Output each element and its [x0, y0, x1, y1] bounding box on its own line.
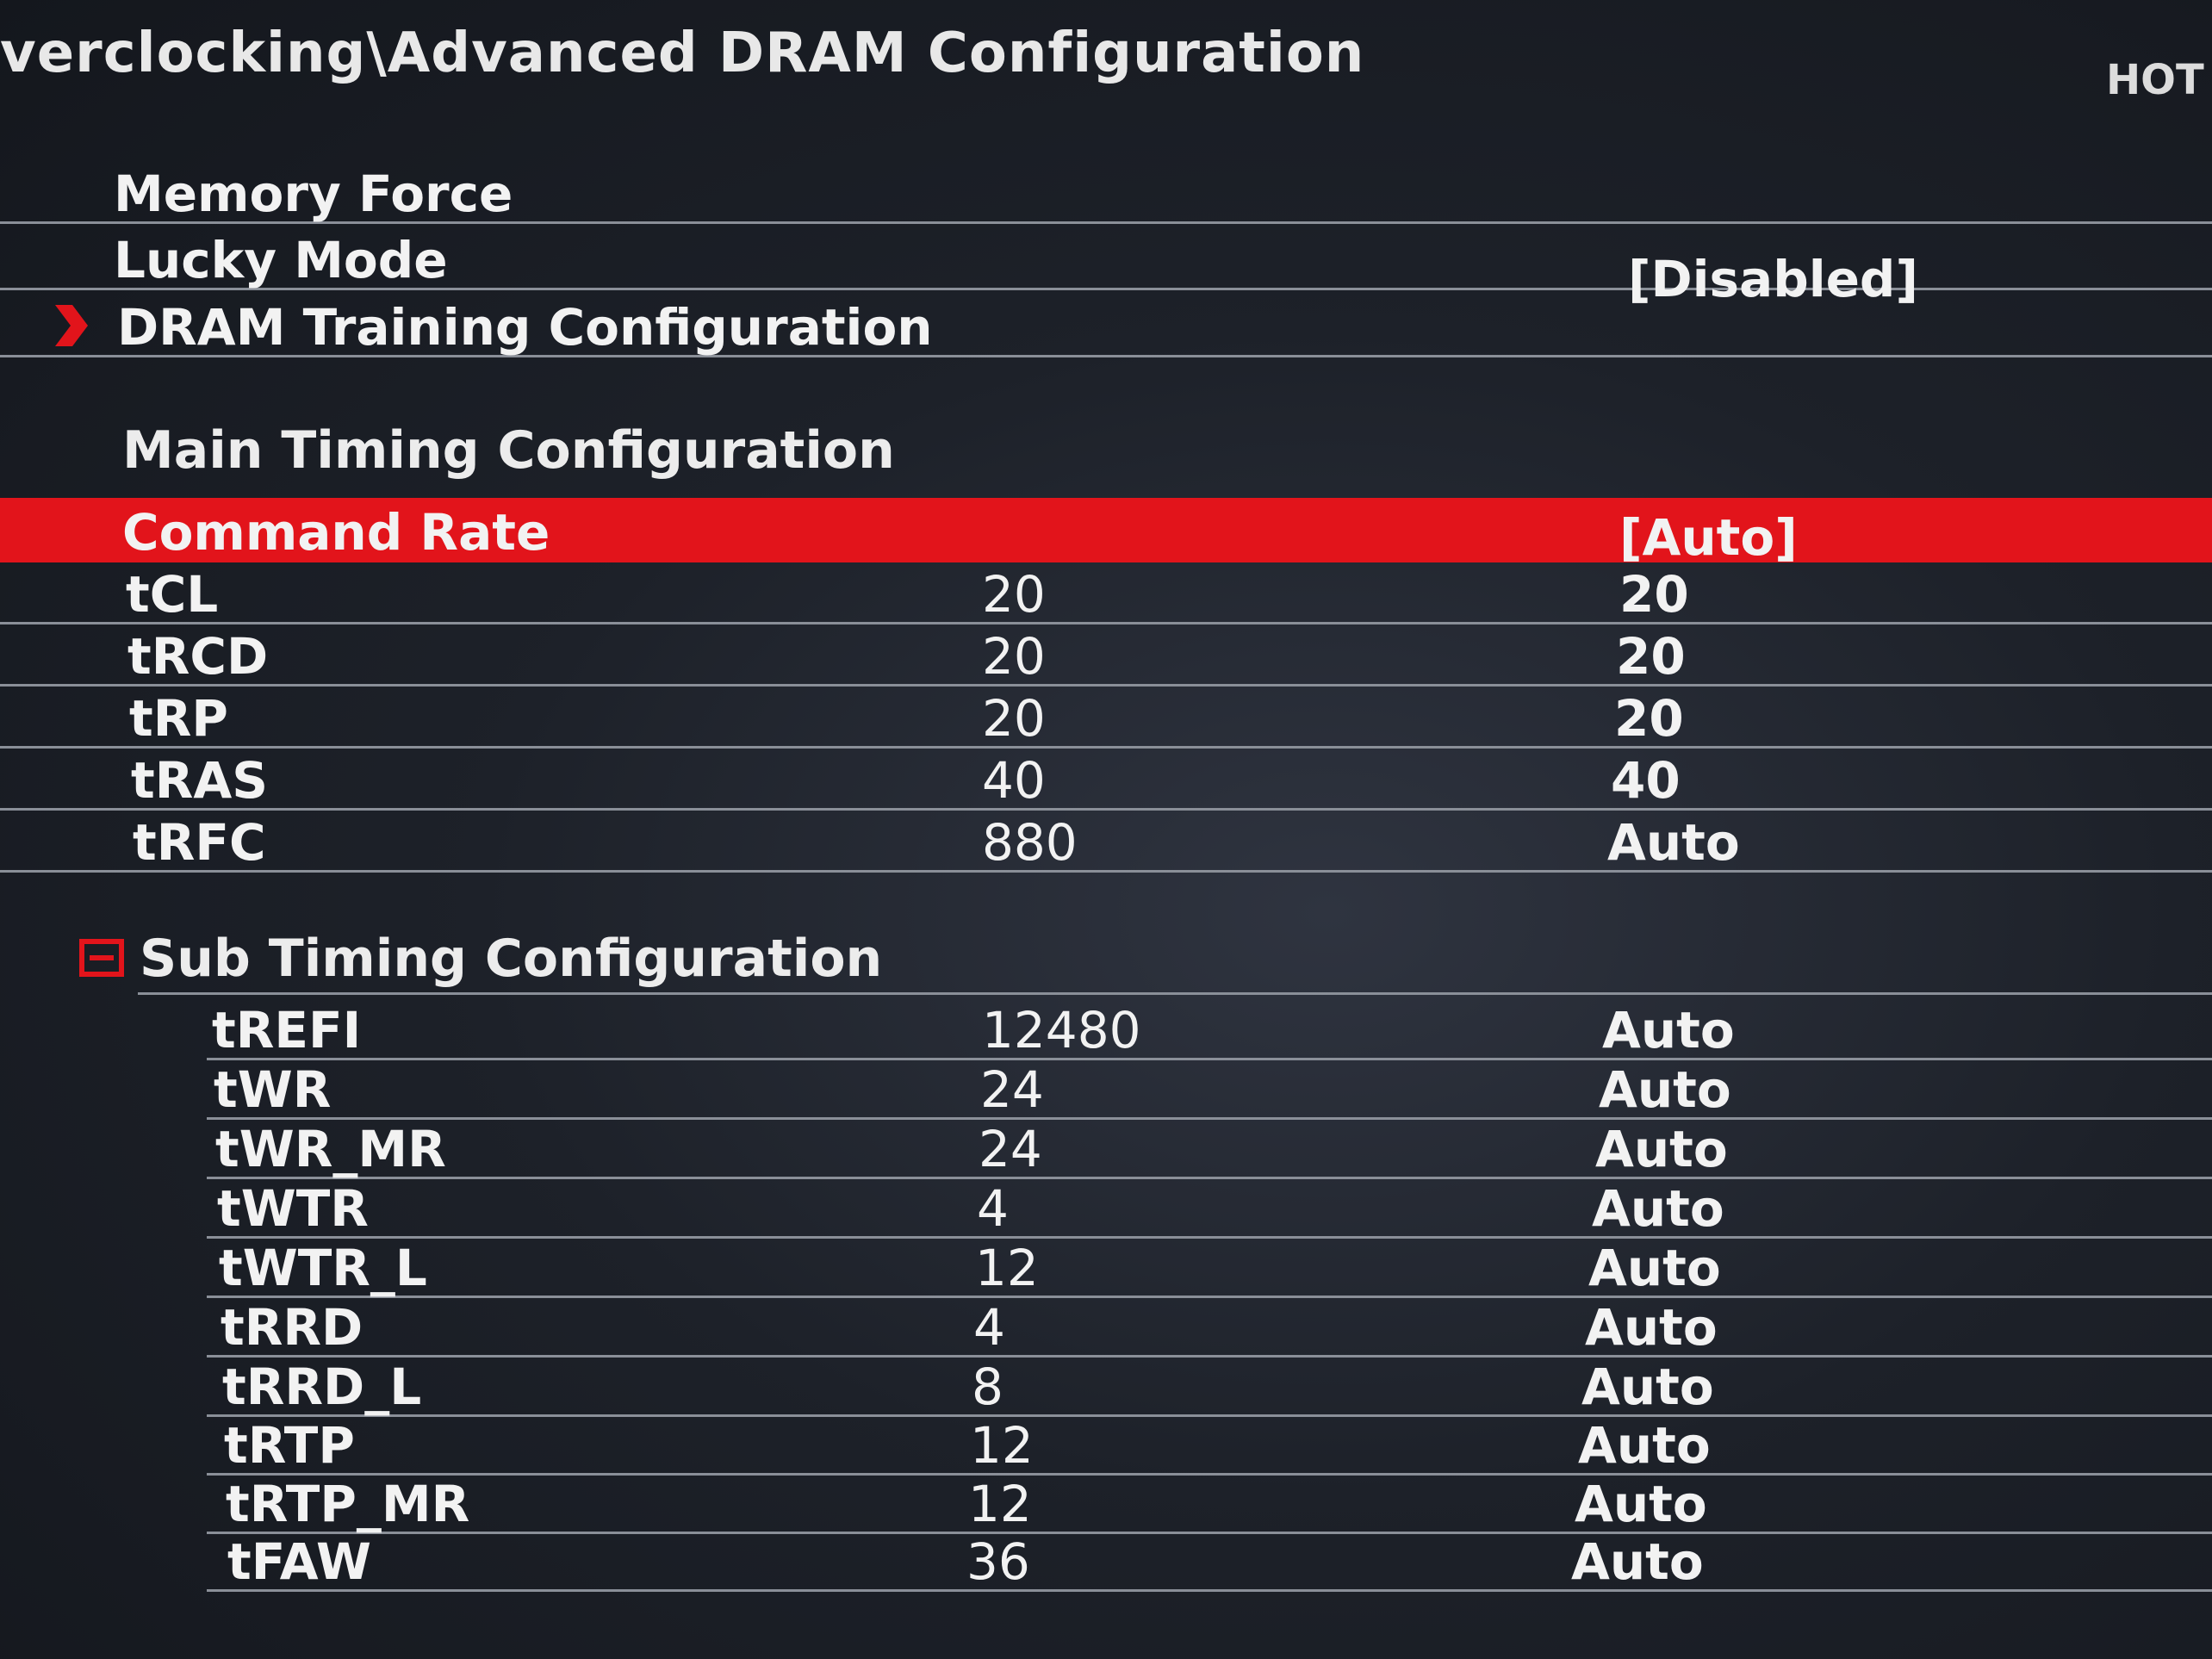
timing-name: tRRD_L: [222, 1358, 422, 1416]
menu-item-label: DRAM Training Configuration: [117, 298, 933, 357]
timing-row-twr-mr[interactable]: tWR_MR 24 Auto: [207, 1115, 2212, 1179]
menu-item-label: Memory Force: [114, 165, 513, 223]
timing-row-trp[interactable]: tRP 20 20: [0, 684, 2212, 749]
timing-row-twtr-l[interactable]: tWTR_L 12 Auto: [207, 1233, 2212, 1298]
timing-current: 20: [982, 565, 1046, 624]
timing-name: tFAW: [227, 1532, 371, 1591]
timing-current: 24: [980, 1060, 1044, 1119]
sub-timing-header[interactable]: Sub Timing Configuration: [140, 929, 883, 989]
timing-row-twtr[interactable]: tWTR 4 Auto: [207, 1174, 2212, 1239]
timing-name: tRTP: [224, 1416, 355, 1475]
timing-current: 4: [973, 1298, 1005, 1357]
menu-item-label: Lucky Mode: [114, 231, 448, 289]
timing-row-trfc[interactable]: tRFC 880 Auto: [0, 808, 2212, 873]
timing-current: 40: [982, 751, 1046, 810]
timing-value[interactable]: Auto: [1571, 1532, 1704, 1591]
timing-current: 4: [977, 1179, 1009, 1238]
menu-item-memory-force[interactable]: Memory Force: [0, 159, 2212, 224]
collapse-icon[interactable]: [79, 939, 124, 977]
timing-value[interactable]: Auto: [1602, 1001, 1735, 1059]
breadcrumb: verclocking\Advanced DRAM Configuration: [0, 22, 1365, 85]
timing-value[interactable]: Auto: [1599, 1060, 1731, 1119]
timing-row-trcd[interactable]: tRCD 20 20: [0, 622, 2212, 687]
timing-name: tRFC: [133, 813, 266, 872]
timing-value[interactable]: Auto: [1592, 1179, 1724, 1238]
timing-row-tcl[interactable]: tCL 20 20: [0, 560, 2212, 624]
timing-row-tras[interactable]: tRAS 40 40: [0, 746, 2212, 811]
timing-value[interactable]: [Auto]: [1619, 508, 1798, 567]
timing-current: 880: [982, 813, 1078, 872]
timing-value[interactable]: 20: [1619, 565, 1689, 624]
divider: [138, 992, 2212, 995]
timing-value[interactable]: Auto: [1578, 1416, 1711, 1475]
timing-value[interactable]: 20: [1616, 627, 1686, 686]
hotkey-label[interactable]: HOT: [2106, 56, 2204, 104]
timing-row-twr[interactable]: tWR 24 Auto: [207, 1055, 2212, 1120]
chevron-right-icon: [55, 305, 88, 346]
timing-row-trrd[interactable]: tRRD 4 Auto: [207, 1293, 2212, 1358]
timing-row-trrd-l[interactable]: tRRD_L 8 Auto: [207, 1352, 2212, 1417]
timing-value[interactable]: Auto: [1595, 1120, 1728, 1178]
timing-value[interactable]: Auto: [1581, 1358, 1714, 1416]
timing-name: tRAS: [131, 751, 269, 810]
timing-name: tRTP_MR: [226, 1475, 470, 1533]
timing-name: tWTR_L: [219, 1239, 427, 1297]
timing-current: 12: [970, 1416, 1034, 1475]
timing-row-trefi[interactable]: tREFI 12480 Auto: [207, 996, 2212, 1060]
timing-name: tWTR: [217, 1179, 369, 1238]
timing-current: 24: [979, 1120, 1042, 1178]
timing-current: 36: [966, 1532, 1030, 1591]
timing-row-command-rate[interactable]: Command Rate [Auto]: [0, 498, 2212, 567]
timing-current: 12: [968, 1475, 1032, 1533]
timing-name: tREFI: [212, 1001, 362, 1059]
timing-current: 12: [975, 1239, 1039, 1297]
menu-item-dram-training-configuration[interactable]: DRAM Training Configuration: [0, 293, 2212, 357]
menu-item-lucky-mode[interactable]: Lucky Mode [Disabled]: [0, 226, 2212, 308]
timing-value[interactable]: 20: [1614, 689, 1684, 748]
timing-value[interactable]: Auto: [1607, 813, 1740, 872]
timing-name: tWR: [214, 1060, 332, 1119]
timing-name: tRP: [129, 689, 228, 748]
timing-row-trtp[interactable]: tRTP 12 Auto: [207, 1411, 2212, 1476]
timing-row-tfaw[interactable]: tFAW 36 Auto: [207, 1527, 2212, 1592]
timing-current: 20: [982, 689, 1046, 748]
timing-name: tRRD: [221, 1298, 363, 1357]
timing-current: 20: [982, 627, 1046, 686]
timing-current: 8: [972, 1358, 1003, 1416]
timing-value[interactable]: Auto: [1588, 1239, 1721, 1297]
main-timing-header: Main Timing Configuration: [122, 420, 895, 481]
timing-current: 12480: [982, 1001, 1141, 1059]
timing-name: Command Rate: [122, 503, 550, 562]
timing-name: tRCD: [127, 627, 269, 686]
timing-row-trtp-mr[interactable]: tRTP_MR 12 Auto: [207, 1469, 2212, 1534]
timing-name: tCL: [126, 565, 219, 624]
timing-value[interactable]: 40: [1611, 751, 1681, 810]
timing-value[interactable]: Auto: [1585, 1298, 1718, 1357]
timing-value[interactable]: Auto: [1575, 1475, 1707, 1533]
lucky-mode-value[interactable]: [Disabled]: [1628, 250, 1918, 308]
timing-name: tWR_MR: [215, 1120, 446, 1178]
